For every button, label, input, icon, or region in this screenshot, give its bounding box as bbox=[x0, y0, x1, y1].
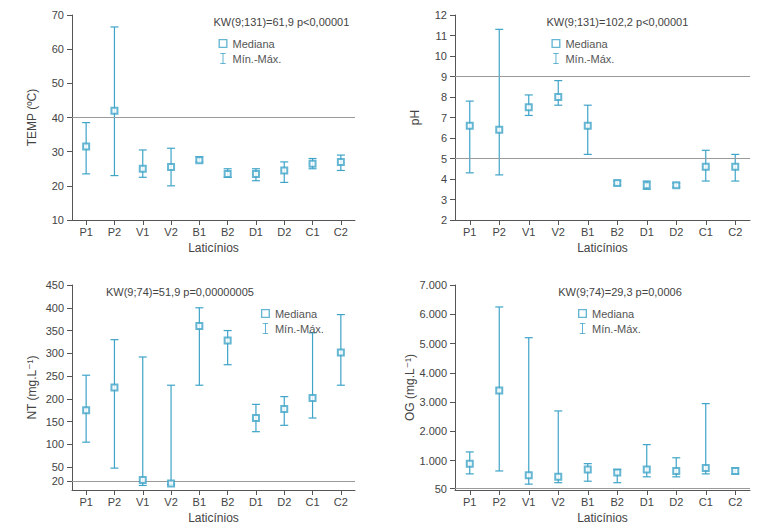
svg-text:P2: P2 bbox=[493, 496, 506, 508]
svg-text:7: 7 bbox=[441, 112, 447, 124]
svg-text:70: 70 bbox=[52, 9, 64, 21]
svg-text:4: 4 bbox=[441, 173, 447, 185]
svg-text:400: 400 bbox=[46, 302, 64, 314]
svg-text:B1: B1 bbox=[193, 496, 206, 508]
svg-text:8: 8 bbox=[441, 91, 447, 103]
svg-text:9: 9 bbox=[441, 71, 447, 83]
svg-text:2.000: 2.000 bbox=[419, 425, 447, 437]
svg-text:C1: C1 bbox=[699, 226, 713, 238]
svg-text:Mín.-Máx.: Mín.-Máx. bbox=[233, 53, 282, 65]
svg-text:3: 3 bbox=[441, 194, 447, 206]
svg-text:V2: V2 bbox=[552, 226, 565, 238]
svg-text:6: 6 bbox=[441, 132, 447, 144]
svg-text:B2: B2 bbox=[611, 226, 624, 238]
svg-text:450: 450 bbox=[46, 279, 64, 291]
svg-text:10: 10 bbox=[52, 214, 64, 226]
svg-text:5: 5 bbox=[441, 153, 447, 165]
svg-text:V2: V2 bbox=[164, 496, 177, 508]
svg-text:12: 12 bbox=[435, 9, 447, 21]
svg-text:350: 350 bbox=[46, 325, 64, 337]
svg-text:Mediana: Mediana bbox=[233, 38, 276, 50]
svg-text:B2: B2 bbox=[221, 496, 234, 508]
svg-text:B2: B2 bbox=[221, 226, 234, 238]
svg-text:2: 2 bbox=[441, 214, 447, 226]
svg-text:5.000: 5.000 bbox=[419, 338, 447, 350]
svg-text:C2: C2 bbox=[334, 226, 348, 238]
svg-text:50: 50 bbox=[52, 77, 64, 89]
svg-text:150: 150 bbox=[46, 416, 64, 428]
svg-text:D1: D1 bbox=[249, 496, 263, 508]
svg-text:D2: D2 bbox=[277, 496, 291, 508]
svg-text:P1: P1 bbox=[79, 226, 92, 238]
svg-text:V2: V2 bbox=[552, 496, 565, 508]
svg-text:P1: P1 bbox=[79, 496, 92, 508]
svg-text:B1: B1 bbox=[581, 496, 594, 508]
svg-text:Mín.-Máx.: Mín.-Máx. bbox=[275, 323, 324, 335]
svg-text:30: 30 bbox=[52, 146, 64, 158]
svg-text:B1: B1 bbox=[581, 226, 594, 238]
svg-text:P1: P1 bbox=[463, 496, 476, 508]
svg-text:V2: V2 bbox=[164, 226, 177, 238]
svg-text:D2: D2 bbox=[277, 226, 291, 238]
svg-text:TEMP (ºC): TEMP (ºC) bbox=[25, 89, 39, 147]
svg-text:Laticínios: Laticínios bbox=[188, 241, 239, 255]
svg-text:P2: P2 bbox=[108, 496, 121, 508]
svg-text:50: 50 bbox=[52, 461, 64, 473]
svg-text:D1: D1 bbox=[249, 226, 263, 238]
svg-text:200: 200 bbox=[46, 393, 64, 405]
svg-text:pH: pH bbox=[408, 110, 422, 125]
svg-text:C2: C2 bbox=[728, 226, 742, 238]
svg-text:20: 20 bbox=[52, 475, 64, 487]
svg-text:Mín.-Máx.: Mín.-Máx. bbox=[592, 323, 641, 335]
svg-text:C1: C1 bbox=[306, 496, 320, 508]
svg-text:B2: B2 bbox=[611, 496, 624, 508]
svg-text:KW(9;131)=61,9 p<0,00001: KW(9;131)=61,9 p<0,00001 bbox=[214, 16, 350, 28]
svg-text:C1: C1 bbox=[699, 496, 713, 508]
svg-text:P2: P2 bbox=[493, 226, 506, 238]
svg-text:P2: P2 bbox=[108, 226, 121, 238]
svg-text:250: 250 bbox=[46, 370, 64, 382]
svg-text:V1: V1 bbox=[522, 496, 535, 508]
svg-text:KW(9;131)=102,2 p<0,00001: KW(9;131)=102,2 p<0,00001 bbox=[546, 16, 688, 28]
svg-text:V1: V1 bbox=[136, 496, 149, 508]
svg-text:300: 300 bbox=[46, 347, 64, 359]
svg-text:C2: C2 bbox=[728, 496, 742, 508]
svg-text:V1: V1 bbox=[136, 226, 149, 238]
svg-text:Mediana: Mediana bbox=[565, 38, 608, 50]
svg-text:20: 20 bbox=[52, 180, 64, 192]
svg-text:7.000: 7.000 bbox=[419, 279, 447, 291]
svg-text:P1: P1 bbox=[463, 226, 476, 238]
svg-text:D2: D2 bbox=[669, 226, 683, 238]
svg-text:60: 60 bbox=[52, 43, 64, 55]
svg-text:C2: C2 bbox=[334, 496, 348, 508]
svg-text:KW(9;74)=51,9 p=0,00000005: KW(9;74)=51,9 p=0,00000005 bbox=[106, 286, 254, 298]
svg-text:4.000: 4.000 bbox=[419, 367, 447, 379]
svg-text:40: 40 bbox=[52, 112, 64, 124]
svg-text:3.000: 3.000 bbox=[419, 396, 447, 408]
svg-text:10: 10 bbox=[435, 50, 447, 62]
svg-text:Mediana: Mediana bbox=[275, 308, 318, 320]
svg-text:NT (mg.L⁻¹): NT (mg.L⁻¹) bbox=[25, 355, 39, 419]
svg-text:D1: D1 bbox=[640, 226, 654, 238]
svg-text:100: 100 bbox=[46, 438, 64, 450]
svg-text:Laticínios: Laticínios bbox=[577, 241, 628, 255]
svg-text:D1: D1 bbox=[640, 496, 654, 508]
svg-text:6.000: 6.000 bbox=[419, 308, 447, 320]
svg-text:11: 11 bbox=[436, 30, 447, 42]
svg-text:Mín.-Máx.: Mín.-Máx. bbox=[565, 53, 614, 65]
svg-text:1.000: 1.000 bbox=[419, 455, 447, 467]
svg-text:Laticínios: Laticínios bbox=[188, 511, 239, 525]
svg-text:B1: B1 bbox=[193, 226, 206, 238]
svg-text:KW(9;74)=29,3 p=0,0006: KW(9;74)=29,3 p=0,0006 bbox=[558, 286, 682, 298]
svg-text:C1: C1 bbox=[306, 226, 320, 238]
svg-text:OG (mg.L⁻¹): OG (mg.L⁻¹) bbox=[403, 354, 417, 421]
svg-text:Mediana: Mediana bbox=[592, 308, 635, 320]
svg-text:V1: V1 bbox=[522, 226, 535, 238]
svg-text:D2: D2 bbox=[669, 496, 683, 508]
svg-text:Laticínios: Laticínios bbox=[577, 511, 628, 525]
svg-text:50: 50 bbox=[435, 483, 447, 495]
